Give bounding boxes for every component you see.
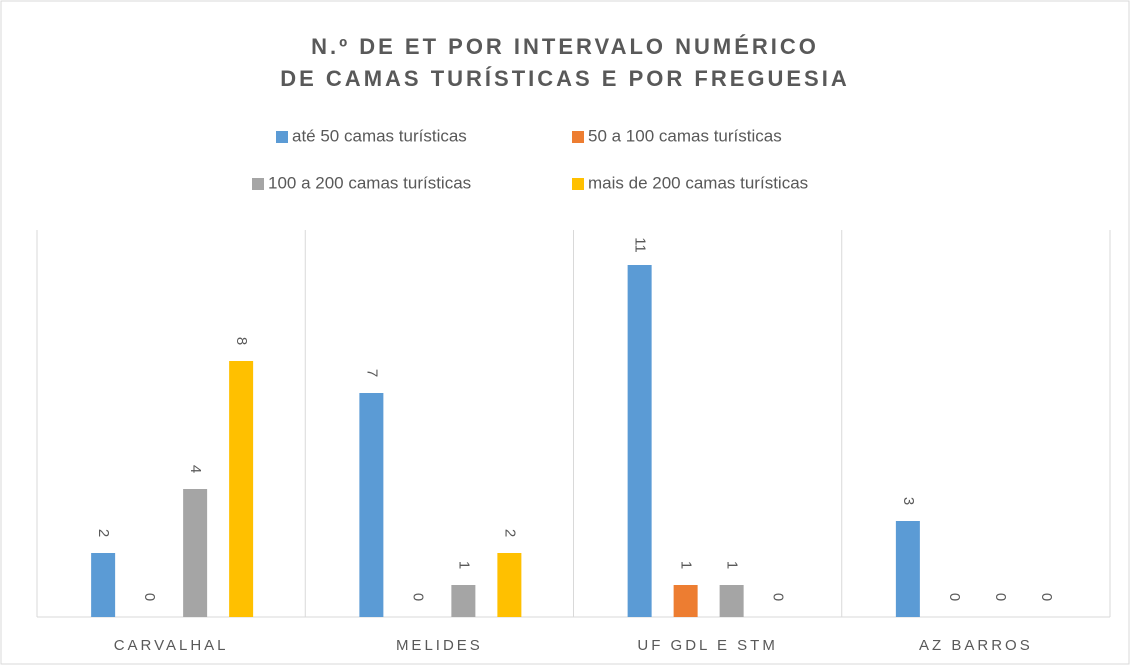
bar: [359, 393, 384, 617]
bar: [229, 361, 254, 617]
bar: [497, 553, 522, 617]
bar: [183, 489, 208, 617]
legend-swatch: [572, 131, 584, 143]
chart-title: N.º DE ET POR INTERVALO NUMÉRICO: [311, 34, 819, 59]
legend-label: mais de 200 camas turísticas: [588, 173, 808, 192]
value-label: 2: [501, 529, 518, 537]
x-tick-label: AZ BARROS: [919, 637, 1033, 654]
bar: [673, 585, 698, 617]
legend-swatch: [572, 178, 584, 190]
x-tick-label: CARVALHAL: [114, 637, 229, 654]
value-label: 1: [724, 561, 741, 569]
value-label: 3: [900, 497, 917, 505]
value-label: 11: [632, 237, 649, 253]
value-label: 0: [992, 593, 1009, 601]
bar: [719, 585, 744, 617]
value-label: 0: [141, 593, 158, 601]
value-label: 4: [187, 465, 204, 473]
value-label: 0: [409, 593, 426, 601]
value-label: 7: [363, 369, 380, 377]
bar: [91, 553, 116, 617]
value-label: 1: [455, 561, 472, 569]
bar: [895, 521, 920, 617]
legend-swatch: [276, 131, 288, 143]
legend-label: 100 a 200 camas turísticas: [268, 173, 471, 192]
legend-label: até 50 camas turísticas: [292, 126, 467, 145]
value-label: 2: [95, 529, 112, 537]
value-label: 0: [1038, 593, 1055, 601]
chart-title: DE CAMAS TURÍSTICAS E POR FREGUESIA: [280, 66, 849, 91]
legend-label: 50 a 100 camas turísticas: [588, 126, 782, 145]
value-label: 8: [233, 337, 250, 345]
legend-swatch: [252, 178, 264, 190]
bar: [451, 585, 476, 617]
x-tick-label: UF GDL E STM: [637, 637, 777, 654]
value-label: 0: [770, 593, 787, 601]
bar: [627, 265, 652, 617]
x-tick-label: MELIDES: [396, 637, 483, 654]
value-label: 0: [946, 593, 963, 601]
value-label: 1: [678, 561, 695, 569]
